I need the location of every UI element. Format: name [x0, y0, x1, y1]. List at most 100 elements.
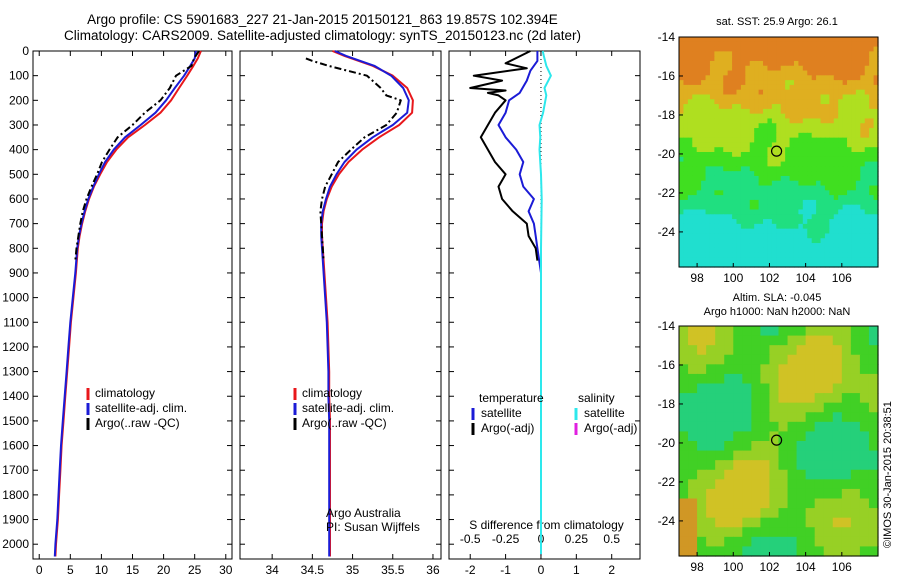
- sla-map-cell: [778, 326, 789, 337]
- sla-map-cell: [787, 450, 798, 461]
- sst-map-cell: [687, 108, 693, 115]
- sla-map-cell: [859, 546, 870, 557]
- sla-map-cell: [688, 441, 698, 452]
- sst-map-cell: [745, 75, 751, 81]
- sla-map-cell: [751, 421, 762, 433]
- sst-map-cell: [816, 199, 822, 206]
- sst-map-cell: [679, 185, 685, 191]
- sst-map-cell: [838, 156, 844, 163]
- sla-map-cell: [760, 527, 771, 538]
- sst-map-cell: [758, 185, 764, 191]
- sla-map-cell: [706, 383, 716, 394]
- sst-map-cell: [789, 123, 795, 129]
- sst-map-cell: [740, 204, 746, 211]
- sst-map-cell: [749, 156, 755, 163]
- sst-map-cell: [740, 219, 746, 225]
- sst-map-cell: [727, 262, 733, 268]
- sst-map-cell: [718, 56, 724, 62]
- sst-map-cell: [723, 123, 729, 129]
- sst-map-cell: [736, 137, 742, 144]
- sst-map-cell: [692, 185, 698, 191]
- sst-map-cell: [793, 199, 799, 206]
- sla-map-cell: [841, 421, 852, 433]
- sst-map-cell: [692, 99, 698, 105]
- sst-map-cell: [683, 223, 689, 230]
- sst-map-cell: [679, 99, 685, 105]
- sst-map-cell: [754, 219, 760, 225]
- sla-map-cell: [796, 508, 807, 519]
- sst-map-cell: [802, 113, 808, 120]
- sst-map-cell: [838, 175, 844, 182]
- sst-map-cell: [723, 185, 729, 191]
- sst-map-cell: [776, 137, 782, 144]
- sst-map-cell: [816, 46, 822, 52]
- sla-map-cell: [805, 354, 816, 365]
- sst-map-cell: [816, 233, 822, 239]
- sst-map-cell: [860, 65, 866, 72]
- sst-map-cell: [842, 104, 848, 110]
- sst-map-cell: [749, 166, 755, 172]
- sla-map-cell: [796, 421, 807, 433]
- sst-map-cell: [785, 195, 791, 201]
- sst-map-cell: [776, 228, 782, 235]
- sst-map-cell: [736, 252, 742, 259]
- sla-map-cell: [760, 498, 771, 509]
- sla-map-cell: [706, 373, 716, 385]
- sst-map-cell: [864, 104, 870, 110]
- sst-map-cell: [851, 132, 857, 139]
- sst-map-cell: [811, 113, 817, 120]
- sst-map-cell: [851, 228, 857, 235]
- sst-map-cell: [749, 262, 755, 268]
- sla-map-cell: [733, 345, 743, 356]
- sst-map-cell: [767, 80, 773, 86]
- sst-map-cell: [793, 51, 799, 57]
- sst-map-cell: [785, 56, 791, 62]
- sst-map-cell: [714, 156, 720, 163]
- sst-map-cell: [745, 94, 751, 100]
- sst-map-cell: [709, 65, 715, 72]
- sla-map-cell: [787, 441, 798, 452]
- sst-map-cell: [709, 161, 715, 167]
- sst-map-cell: [687, 132, 693, 139]
- sst-map-cell: [740, 94, 746, 100]
- sst-map-cell: [758, 60, 764, 67]
- sla-map-cell: [724, 508, 734, 519]
- sst-map-cell: [679, 56, 685, 62]
- sst-map-cell: [807, 147, 813, 153]
- sst-map-cell: [767, 175, 773, 182]
- sla-map-cell: [742, 335, 752, 346]
- sst-map-cell: [705, 214, 711, 220]
- sst-map-cell: [833, 199, 839, 206]
- sst-map-cell: [829, 195, 835, 201]
- sst-map-cell: [807, 104, 813, 110]
- sst-map-cell: [701, 70, 707, 76]
- sst-map-cell: [869, 60, 875, 67]
- sst-map-cell: [754, 37, 760, 43]
- sst-map-cell: [740, 152, 746, 158]
- sla-map-cell: [778, 508, 789, 519]
- sst-map-cell: [727, 219, 733, 225]
- sla-map-cell: [679, 393, 689, 404]
- sst-map-cell: [860, 70, 866, 76]
- sst-map-cell: [824, 190, 830, 196]
- sst-map-cell: [860, 128, 866, 134]
- sst-map-cell: [763, 252, 769, 259]
- sst-map-cell: [811, 204, 817, 211]
- sst-map-cell: [696, 199, 702, 206]
- sst-map-cell: [780, 75, 786, 81]
- sla-map-cell: [688, 364, 698, 375]
- salinity-diff-tick-label: 0.25: [565, 532, 589, 546]
- sst-map-cell: [683, 84, 689, 91]
- sst-map-cell: [740, 171, 746, 177]
- sst-map-cell: [692, 104, 698, 110]
- sla-map-cell: [706, 450, 716, 461]
- sst-map-cell: [789, 199, 795, 206]
- sst-map-cell: [687, 199, 693, 206]
- sla-map-cell: [778, 383, 789, 394]
- sst-map-cell: [701, 46, 707, 52]
- sst-map-cell: [683, 228, 689, 235]
- sst-map-cell: [816, 238, 822, 244]
- sst-map-cell: [679, 152, 685, 158]
- sst-map-cell: [793, 156, 799, 163]
- sst-map-cell: [860, 147, 866, 153]
